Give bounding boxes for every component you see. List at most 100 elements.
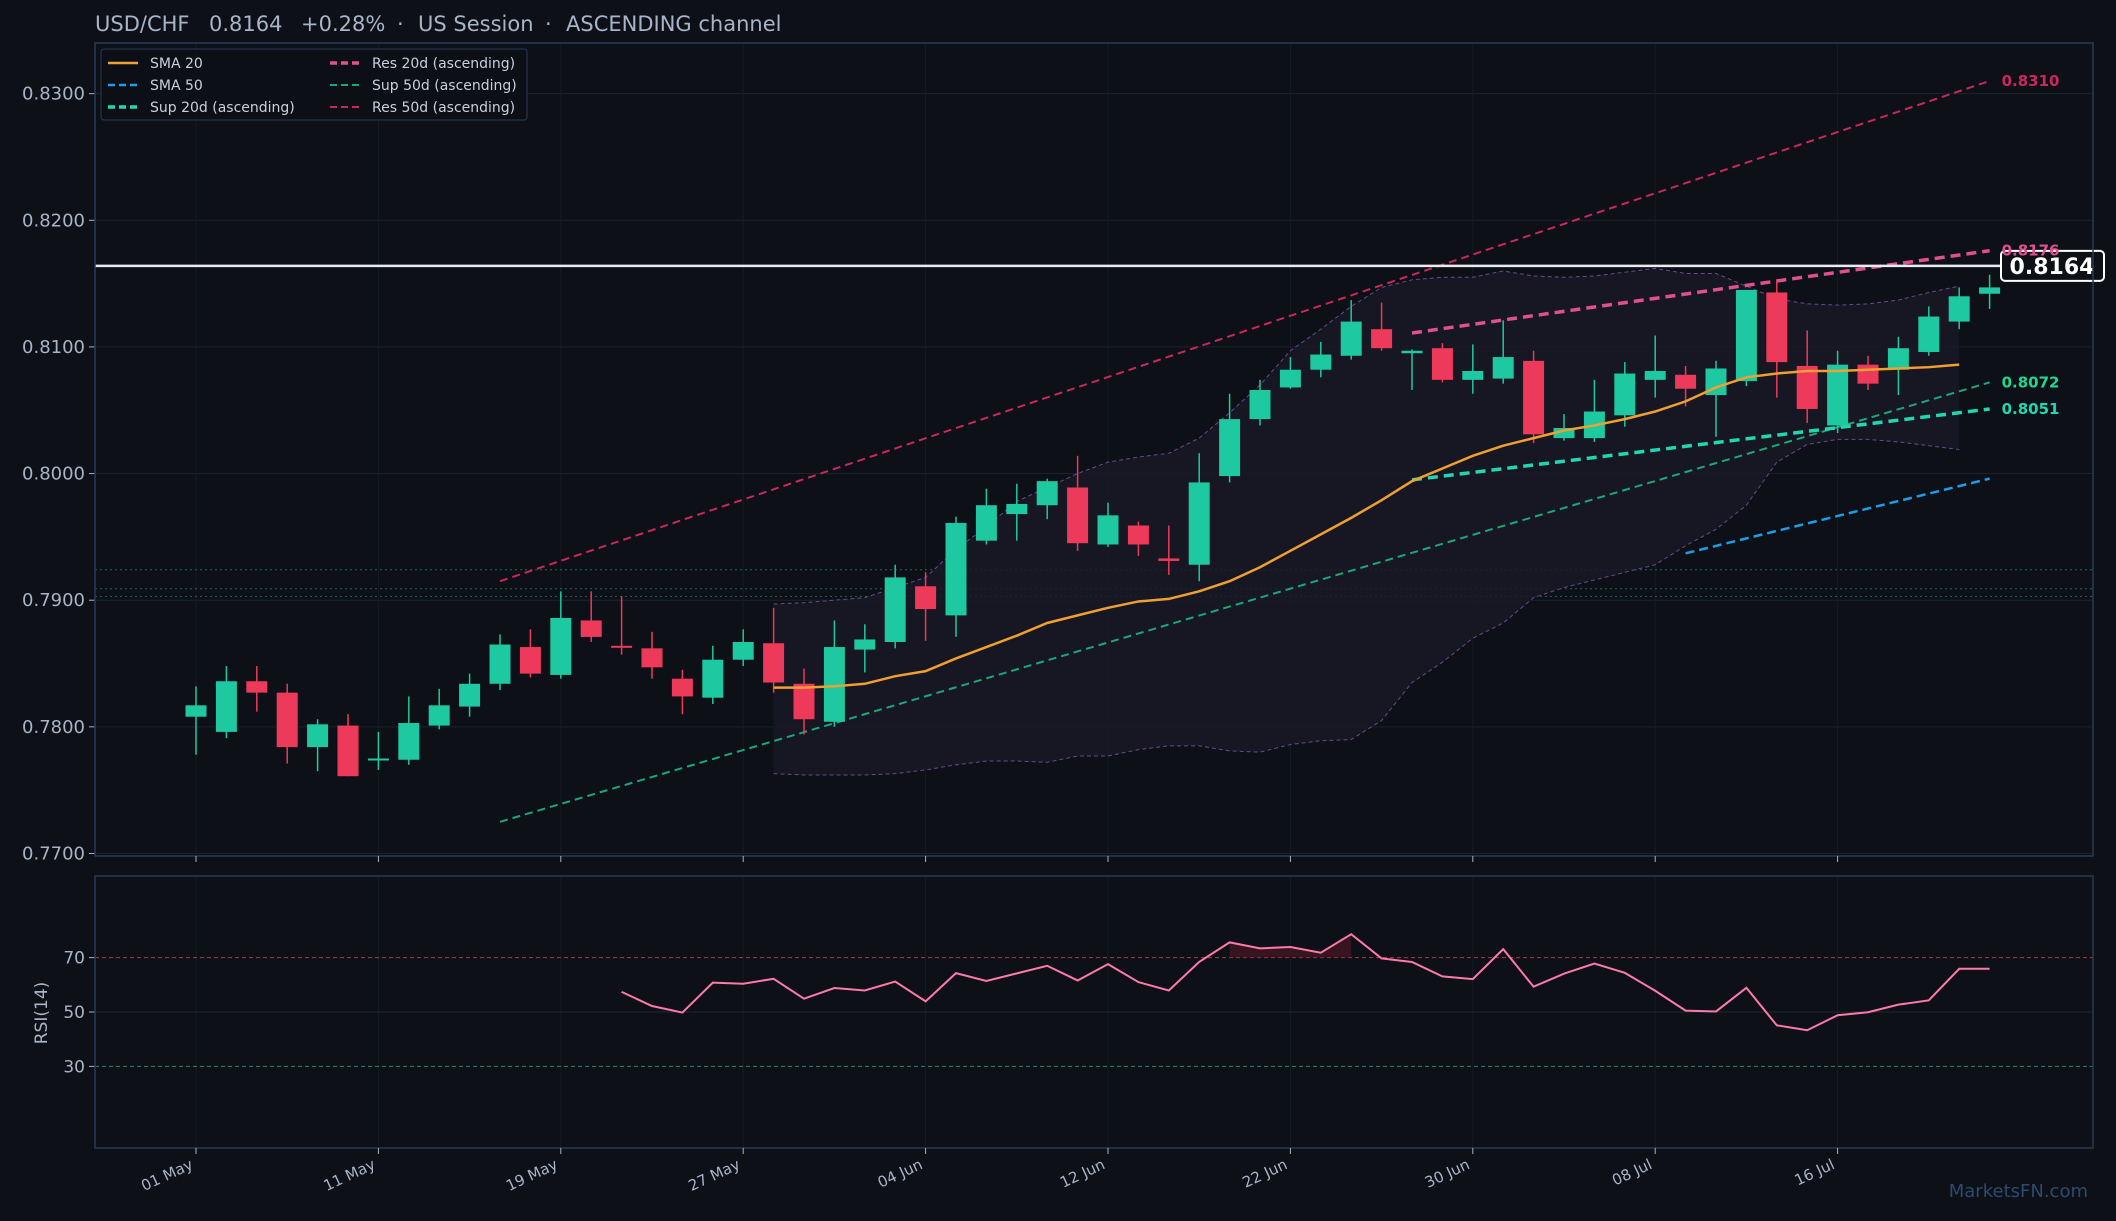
price-tick-label: 0.7900 <box>22 590 85 611</box>
candle-body <box>884 577 906 642</box>
candle-body <box>276 692 298 748</box>
price-panel: 0.8164 0.7700 0.7800 0.7900 0.8000 0.8100 0.8… <box>22 42 2105 864</box>
candle-body <box>580 620 602 637</box>
candle-body <box>732 641 754 660</box>
trendline-sup-50d-ascending <box>499 381 1990 823</box>
trendline-labels: 0.8310 0.8072 0.8176 0.8051 <box>2002 72 2060 418</box>
candle-body <box>1036 481 1058 506</box>
bollinger-lower <box>773 438 1960 776</box>
candle-body <box>1340 321 1362 356</box>
candle-body <box>823 647 845 722</box>
last-price-line: 0.8164 <box>95 249 2105 282</box>
rsi-tick-label: 70 <box>63 949 85 969</box>
candle-body <box>1735 289 1757 382</box>
candle-body <box>1401 350 1423 354</box>
price-tick-label: 0.7700 <box>22 843 85 864</box>
candle-body <box>337 725 359 777</box>
candle-body <box>702 659 724 698</box>
candle-body <box>945 522 967 616</box>
bollinger-fill <box>773 268 1960 775</box>
candle-body <box>307 724 329 748</box>
candle-body <box>1705 368 1727 396</box>
trendline-sup-20d-ascending <box>1411 407 1990 482</box>
candle-body <box>671 678 693 697</box>
legend-box <box>100 48 528 121</box>
candle-body <box>915 586 937 610</box>
rsi-tick-label: 50 <box>63 1003 85 1023</box>
candle-body <box>1188 482 1210 565</box>
rsi-grid <box>95 876 2093 1148</box>
rsi-series <box>621 932 1990 1032</box>
candle-body <box>185 705 207 717</box>
candle-body <box>611 645 633 648</box>
candle-body <box>550 617 572 675</box>
chart-legend: SMA 20 SMA 50 Sup 20d (ascending) Res 20d (… <box>100 48 528 121</box>
candle-body <box>1523 360 1545 435</box>
rsi-panel: 30 50 70 RSI(14) <box>32 875 2094 1149</box>
rsi-tick-label: 30 <box>63 1057 85 1077</box>
sma-20-line <box>773 363 1960 689</box>
trendline-label-sup-20d-ascending: 0.8051 <box>2002 400 2060 418</box>
price-tick-label: 0.7800 <box>22 717 85 738</box>
legend-label-res-20d-ascending: Res 20d (ascending) <box>372 56 515 72</box>
trendlines <box>499 80 1990 823</box>
trendline-label-res-20d-ascending: 0.8176 <box>2002 242 2060 260</box>
candle-body <box>1462 370 1484 380</box>
watermark: MarketsFN.com <box>1949 1181 2088 1202</box>
trendline-sma-50 <box>1685 477 1990 555</box>
header-separator: · <box>545 12 552 36</box>
rsi-line <box>621 932 1990 1032</box>
price-label: 0.8164 <box>209 12 282 36</box>
candle-body <box>763 643 785 683</box>
bollinger-upper <box>773 267 1960 605</box>
candle-body <box>428 705 450 726</box>
rsi-overbought-fill <box>1260 946 1291 958</box>
candle-body <box>459 683 481 707</box>
trendline-label-sup-50d-ascending: 0.8072 <box>2002 373 2060 391</box>
candle-body <box>367 758 389 761</box>
candles <box>185 274 2001 777</box>
candle-body <box>1158 558 1180 561</box>
candle-body <box>1553 427 1575 439</box>
rsi-overbought-fill <box>1229 942 1260 958</box>
rsi-y-axis: 30 50 70 <box>63 949 95 1077</box>
candle-body <box>1097 515 1119 545</box>
price-tick-label: 0.8000 <box>22 464 85 485</box>
rsi-panel-border <box>94 875 2094 1149</box>
chart-header: USD/CHF 0.8164 +0.28% · US Session · ASC… <box>95 12 781 36</box>
rsi-axis-label: RSI(14) <box>32 982 52 1045</box>
price-tick-label: 0.8300 <box>22 84 85 105</box>
legend-label-sup-50d-ascending: Sup 50d (ascending) <box>372 78 517 94</box>
candle-body <box>1127 525 1149 545</box>
price-tick-label: 0.8100 <box>22 337 85 358</box>
session-label: US Session <box>418 12 534 36</box>
rsi-overbought-fill <box>1290 946 1321 958</box>
price-panel-border <box>94 42 2094 857</box>
rsi-overbought-fill <box>1320 934 1352 958</box>
header-separator: · <box>397 12 404 36</box>
candle-body <box>1249 389 1271 420</box>
support-resistance-levels <box>95 569 2093 597</box>
candle-body <box>975 505 997 541</box>
last-price-badge <box>2000 249 2105 282</box>
trendline-res-50d-ascending <box>499 80 1990 583</box>
bollinger-bands <box>773 267 1960 776</box>
candle-body <box>793 683 815 720</box>
trendline-res-20d-ascending <box>1411 248 1990 335</box>
legend-label-sma-50: SMA 50 <box>150 78 203 94</box>
candle-body <box>1614 373 1636 416</box>
legend-label-res-50d-ascending: Res 50d (ascending) <box>372 100 515 116</box>
candle-body <box>1948 296 1970 322</box>
candle-body <box>398 723 420 760</box>
candle-body <box>1796 365 1818 409</box>
candle-body <box>215 681 237 732</box>
candle-body <box>1979 287 2001 294</box>
candle-body <box>519 647 541 674</box>
channel-label: ASCENDING channel <box>566 12 781 36</box>
candle-body <box>1766 292 1788 363</box>
candle-body <box>1827 364 1849 426</box>
candle-body <box>1644 370 1666 380</box>
symbol-label: USD/CHF <box>95 12 189 36</box>
candle-body <box>854 639 876 650</box>
candle-body <box>489 644 511 684</box>
